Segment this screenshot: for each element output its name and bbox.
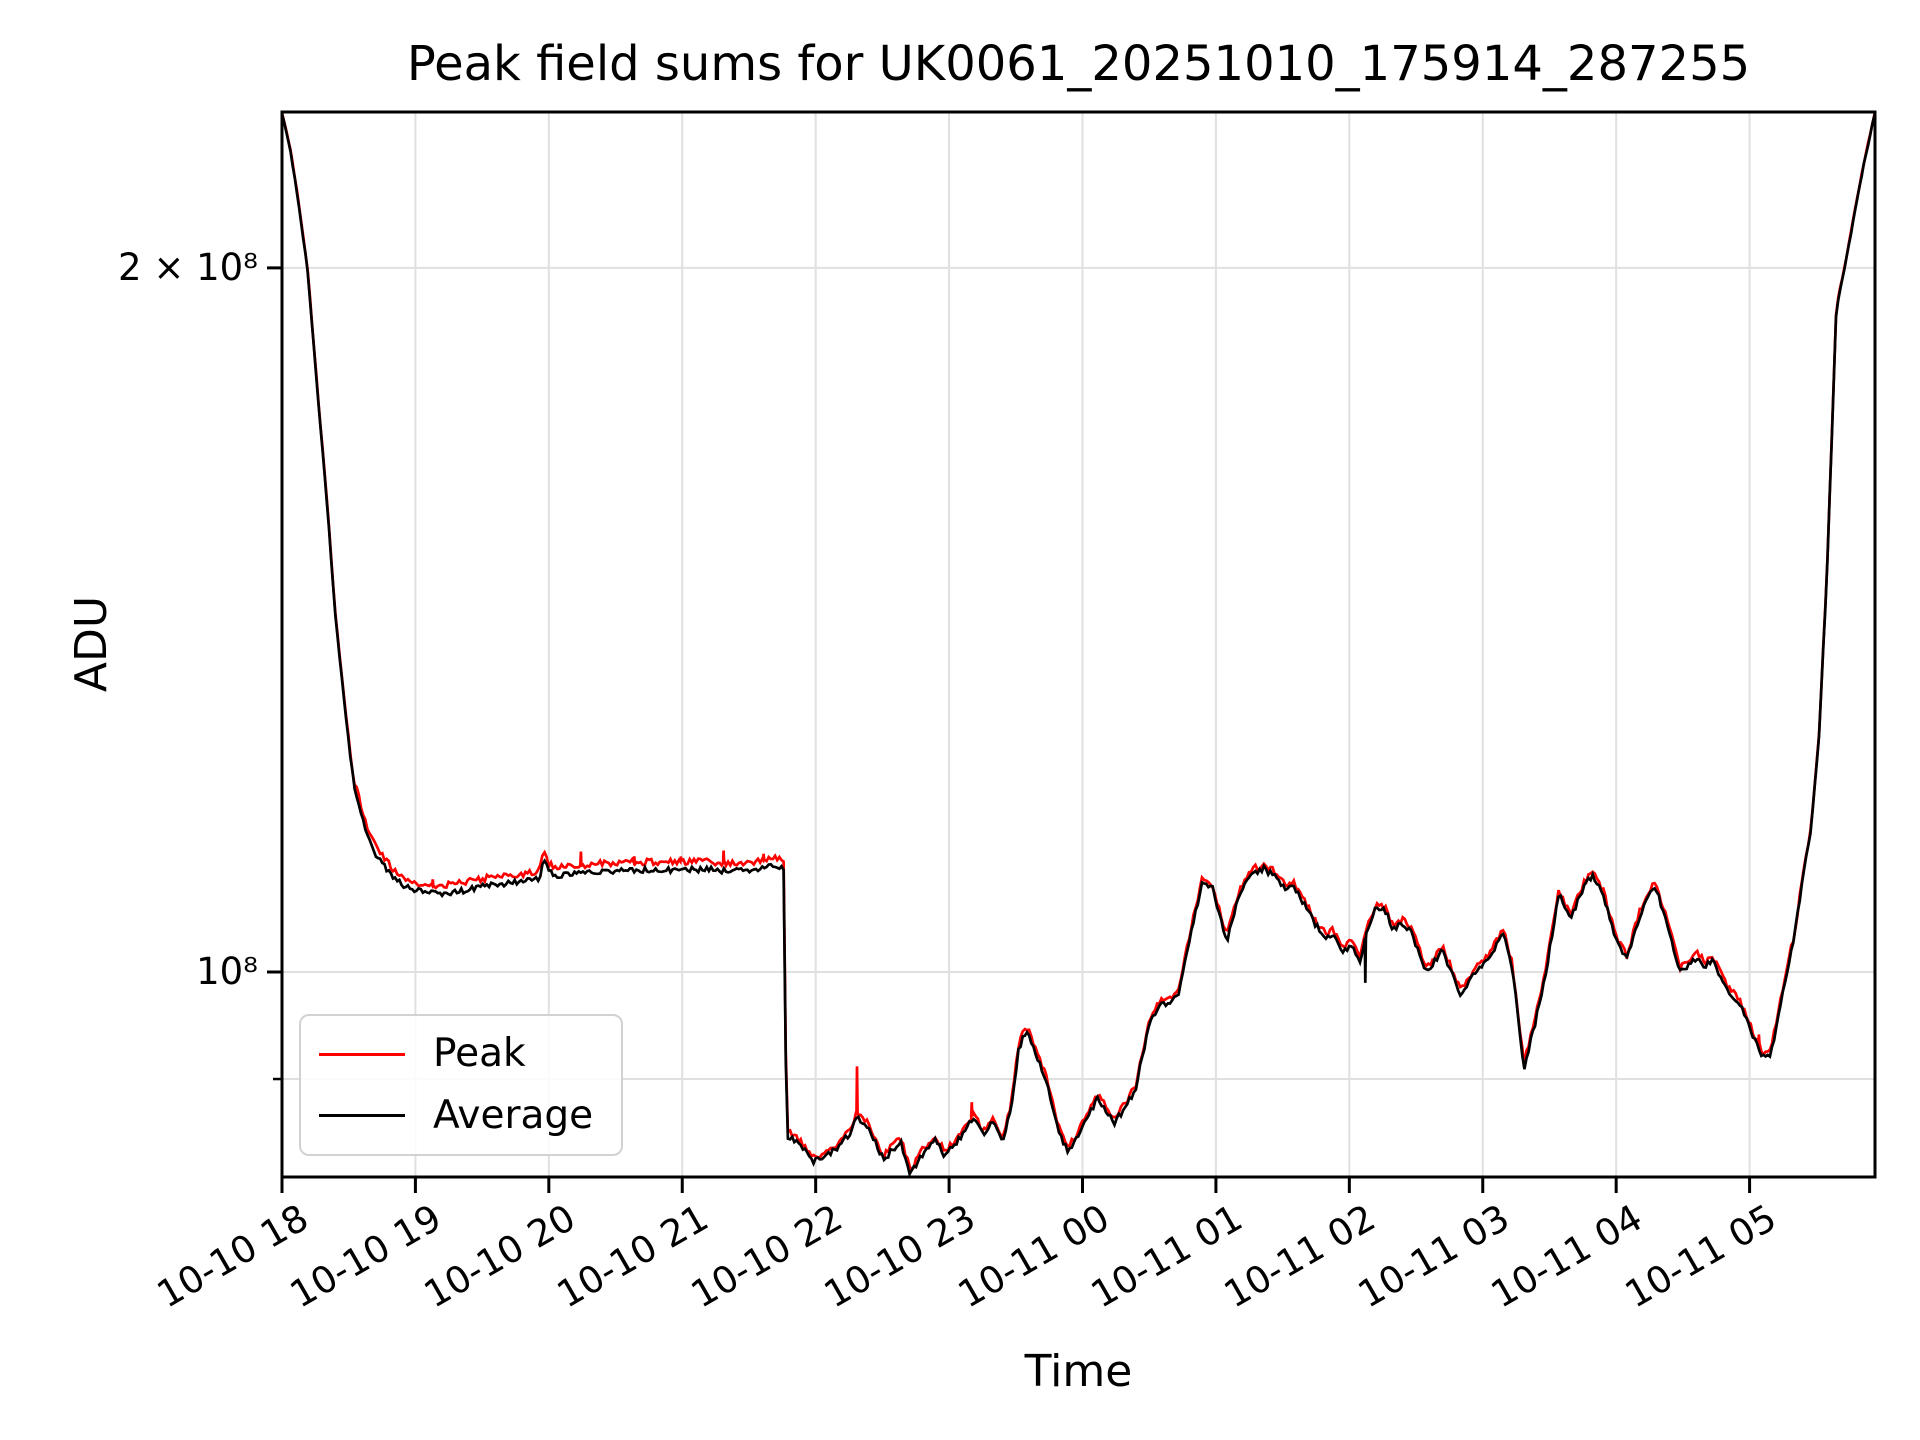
average-line-swatch — [319, 1114, 405, 1118]
legend-label-average: Average — [433, 1092, 594, 1138]
chart-title: Peak field sums for UK0061_20251010_1759… — [406, 36, 1751, 92]
axes-spines — [280, 110, 1877, 1179]
peak-line-swatch — [319, 1052, 405, 1056]
y-tick-label: 10⁸ — [196, 950, 258, 993]
average-line — [280, 112, 1877, 1178]
y-axis-label: ADU — [66, 595, 117, 693]
x-axis-label: Time — [1024, 1346, 1133, 1397]
legend-entry-peak: Peak — [301, 1031, 621, 1077]
y-tick-label: 2 × 10⁸ — [118, 245, 258, 289]
legend: Peak Average — [299, 1014, 623, 1156]
legend-entry-average: Average — [301, 1093, 621, 1139]
legend-label-peak: Peak — [433, 1031, 526, 1077]
peak-line — [280, 112, 1877, 1173]
